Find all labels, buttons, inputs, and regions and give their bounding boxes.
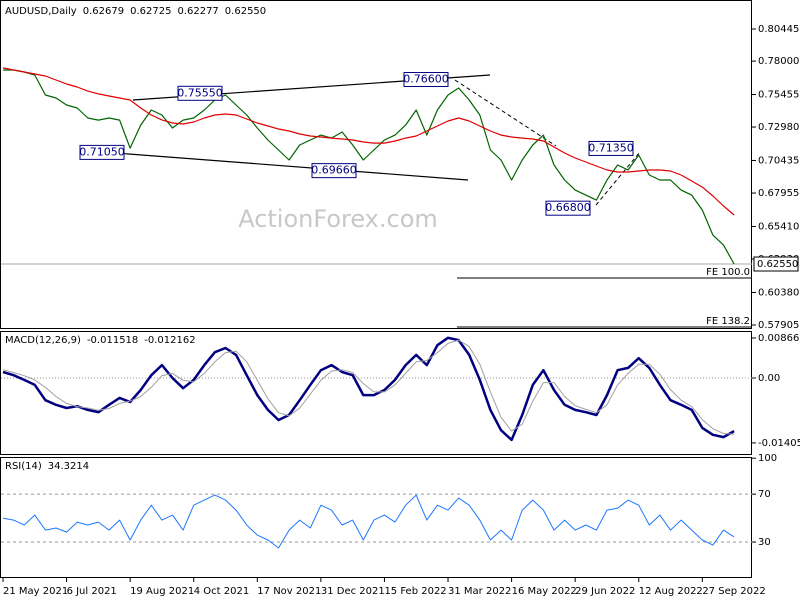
x-tick-label: 19 Aug 2021 [130, 586, 194, 597]
price-panel [0, 0, 752, 329]
fe-label: FE 138.2 [706, 316, 750, 327]
x-tick-label: 31 Dec 2021 [321, 586, 385, 597]
y-tick-label: 0.008662 [758, 333, 800, 344]
y-tick-label: -0.014055 [758, 438, 800, 449]
header-value: 0.62277 [177, 6, 218, 17]
last-price-box [753, 256, 799, 272]
rsi-header: RSI(14) 34.3214 [5, 461, 89, 472]
y-tick-label: 100 [758, 453, 777, 464]
y-tick-label: 0.72980 [758, 122, 799, 133]
header-value: -0.011518 [87, 335, 138, 346]
price-label: 0.66800 [545, 201, 591, 214]
x-tick-label: 15 Feb 2022 [384, 586, 446, 597]
y-tick-label: 70 [758, 489, 771, 500]
rsi-panel [0, 457, 752, 578]
trend-line [595, 151, 641, 206]
y-tick-label: 0.78000 [758, 56, 799, 67]
series-line [3, 69, 735, 265]
indicator-name: RSI(14) [5, 461, 42, 472]
y-tick-label: 0.70435 [758, 155, 799, 166]
price-label: 0.71350 [588, 141, 634, 154]
y-tick-label: 0.65410 [758, 221, 799, 232]
x-tick-label: 27 Sep 2022 [702, 586, 765, 597]
last-price-label: 0.62550 [757, 259, 798, 270]
x-tick-label: 31 Mar 2022 [448, 586, 511, 597]
trend-line [102, 151, 469, 181]
indicator-name: MACD(12,26,9) [5, 335, 81, 346]
price-label-box [311, 163, 357, 179]
price-label-box [177, 85, 223, 101]
header-value: 34.3214 [48, 461, 89, 472]
fe-label: FE 100.0 [706, 267, 750, 278]
y-tick-label: 0.75455 [758, 90, 799, 101]
y-tick-label: 30 [758, 537, 771, 548]
header-value: 0.62550 [225, 6, 266, 17]
series-line [2, 67, 735, 216]
price-header: AUDUSD,Daily 0.62679 0.62725 0.62277 0.62550 [5, 6, 266, 17]
x-tick-label: 16 May 2022 [512, 586, 577, 597]
y-tick-label: 0.67955 [758, 188, 799, 199]
price-label-box [79, 144, 125, 160]
macd-header: MACD(12,26,9) -0.011518 -0.012162 [5, 335, 196, 346]
y-tick-label: 0.80445 [758, 24, 799, 35]
symbol: AUDUSD,Daily [5, 6, 77, 17]
macd-panel [0, 331, 752, 455]
price-label-box [588, 140, 634, 156]
x-tick-label: 12 Aug 2022 [639, 586, 703, 597]
header-value: 0.62725 [130, 6, 171, 17]
price-label: 0.69660 [311, 164, 357, 177]
header-value: 0.62679 [83, 6, 124, 17]
series-line [2, 494, 735, 549]
trend-line [454, 79, 557, 147]
price-label: 0.71050 [79, 145, 125, 158]
series-line [2, 336, 735, 442]
x-tick-label: 17 Nov 2021 [257, 586, 321, 597]
price-label-box [403, 72, 449, 88]
x-tick-label: 21 May 2021 [3, 586, 68, 597]
x-tick-label: 4 Oct 2021 [194, 586, 249, 597]
x-tick-label: 6 Jul 2021 [67, 586, 117, 597]
x-tick-label: 29 Jun 2022 [575, 586, 635, 597]
price-label-box [545, 200, 591, 216]
watermark: ActionForex.com [238, 205, 438, 233]
price-label: 0.75550 [177, 86, 223, 99]
header-value: -0.012162 [144, 335, 195, 346]
y-tick-label: 0.00 [758, 373, 780, 384]
price-label: 0.76600 [403, 73, 449, 86]
y-tick-label: 0.60380 [758, 288, 799, 299]
series-line [2, 339, 735, 435]
y-tick-label: 0.57905 [758, 320, 799, 331]
